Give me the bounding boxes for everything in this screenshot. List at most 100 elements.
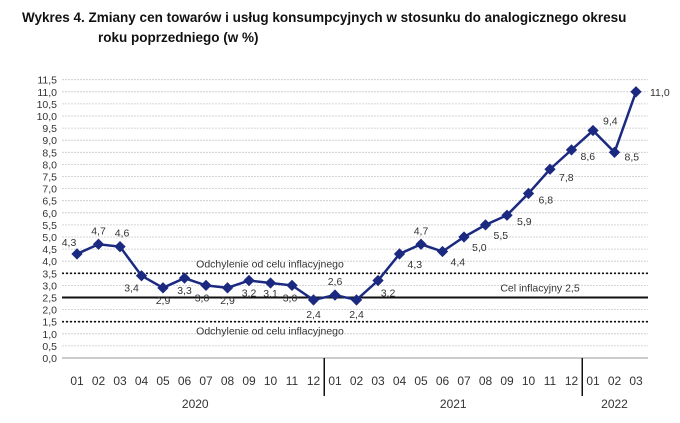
data-label: 3,2 [381, 288, 396, 300]
y-tick-label: 2,0 [42, 305, 57, 317]
x-tick-label: 09 [242, 374, 256, 388]
data-label: 3,0 [283, 292, 298, 304]
y-tick-label: 2,5 [42, 293, 57, 305]
x-tick-label: 11 [286, 374, 299, 388]
data-point [221, 282, 234, 294]
x-tick-label: 10 [264, 374, 278, 388]
data-point [157, 282, 169, 294]
data-point [135, 270, 148, 282]
x-tick-label: 10 [522, 374, 536, 388]
y-tick-label: 6,0 [42, 208, 57, 220]
data-point [329, 289, 341, 301]
y-tick-label: 1,0 [42, 329, 57, 341]
data-point [479, 219, 492, 231]
x-tick-label: 01 [70, 374, 84, 388]
data-point [200, 279, 212, 292]
x-tick-label: 12 [565, 374, 579, 388]
data-label: 2,6 [328, 276, 343, 288]
year-label: 2021 [440, 397, 467, 411]
x-tick-label: 07 [199, 374, 213, 388]
y-tick-label: 0,0 [42, 353, 57, 365]
y-tick-label: 10,0 [37, 111, 58, 123]
x-tick-label: 07 [457, 374, 471, 388]
data-point [393, 248, 406, 260]
data-point [372, 274, 384, 287]
data-point [71, 248, 83, 260]
x-tick-label: 11 [544, 374, 557, 388]
data-label: 3,2 [242, 288, 257, 300]
x-tick-label: 03 [371, 374, 385, 388]
data-point [264, 277, 277, 289]
data-point [458, 231, 470, 243]
x-tick-label: 02 [608, 374, 622, 388]
data-label: 5,5 [494, 230, 509, 242]
data-label: 4,7 [414, 225, 429, 237]
x-tick-label: 08 [479, 374, 493, 388]
y-tick-label: 5,5 [42, 220, 57, 232]
data-label: 7,8 [559, 172, 574, 184]
data-label: 3,4 [124, 283, 139, 295]
x-tick-label: 05 [414, 374, 428, 388]
x-tick-label: 03 [113, 374, 127, 388]
x-tick-label: 09 [500, 374, 514, 388]
y-tick-label: 6,5 [42, 196, 57, 208]
data-label: 3,1 [263, 288, 278, 300]
y-tick-label: 4,0 [42, 256, 57, 268]
data-label: 2,9 [156, 295, 171, 307]
y-tick-label: 9,0 [42, 135, 57, 147]
year-label: 2020 [182, 397, 209, 411]
x-tick-label: 04 [135, 374, 149, 388]
data-label: 8,5 [625, 151, 640, 163]
data-point [286, 279, 298, 292]
data-label: 4,7 [91, 225, 106, 237]
y-tick-label: 8,5 [42, 147, 57, 159]
data-label: 4,4 [451, 257, 466, 269]
x-tick-label: 03 [629, 374, 643, 388]
data-label: 2,4 [349, 309, 364, 321]
y-tick-label: 11,0 [37, 87, 57, 99]
y-tick-label: 5,0 [42, 232, 57, 244]
data-label: 3,0 [195, 292, 210, 304]
x-tick-label: 05 [156, 374, 170, 388]
data-point [630, 86, 642, 98]
data-point [544, 163, 556, 175]
y-tick-label: 11,5 [37, 75, 57, 87]
x-tick-label: 12 [307, 374, 321, 388]
chart-title: Wykres 4. Zmiany cen towarów i usług kon… [22, 8, 626, 48]
data-label: 5,0 [472, 242, 487, 254]
y-tick-label: 9,5 [42, 123, 57, 135]
x-tick-label: 02 [92, 374, 106, 388]
data-label: 8,6 [581, 151, 596, 163]
data-label: 3,3 [177, 285, 192, 297]
data-label: 4,6 [115, 228, 130, 240]
y-tick-label: 10,5 [37, 99, 58, 111]
y-tick-label: 7,0 [42, 184, 57, 196]
data-label: 2,4 [306, 309, 321, 321]
x-tick-label: 02 [350, 374, 364, 388]
y-tick-label: 7,5 [42, 172, 57, 184]
data-point [243, 274, 255, 287]
y-tick-label: 1,5 [42, 317, 57, 329]
data-point [307, 294, 320, 306]
data-point [436, 245, 449, 258]
year-label: 2022 [601, 397, 628, 411]
data-point [415, 238, 427, 250]
x-tick-label: 01 [586, 374, 600, 388]
data-label: 11,0 [650, 87, 670, 99]
data-label: 5,9 [517, 216, 532, 228]
x-tick-label: 06 [178, 374, 192, 388]
data-label: 4,3 [62, 237, 77, 249]
data-point [501, 209, 513, 221]
reference-line-label: Odchylenie od celu inflacyjnego [196, 326, 344, 338]
data-label: 2,9 [220, 295, 235, 307]
x-tick-label: 04 [393, 374, 407, 388]
data-point [608, 146, 621, 158]
data-point [178, 272, 191, 284]
reference-line-label: Odchylenie od celu inflacyjnego [196, 258, 344, 270]
x-tick-label: 08 [221, 374, 235, 388]
data-label: 9,4 [603, 116, 618, 128]
y-tick-label: 0,5 [42, 341, 57, 353]
y-tick-label: 8,0 [42, 159, 57, 171]
y-tick-label: 3,5 [42, 268, 57, 280]
